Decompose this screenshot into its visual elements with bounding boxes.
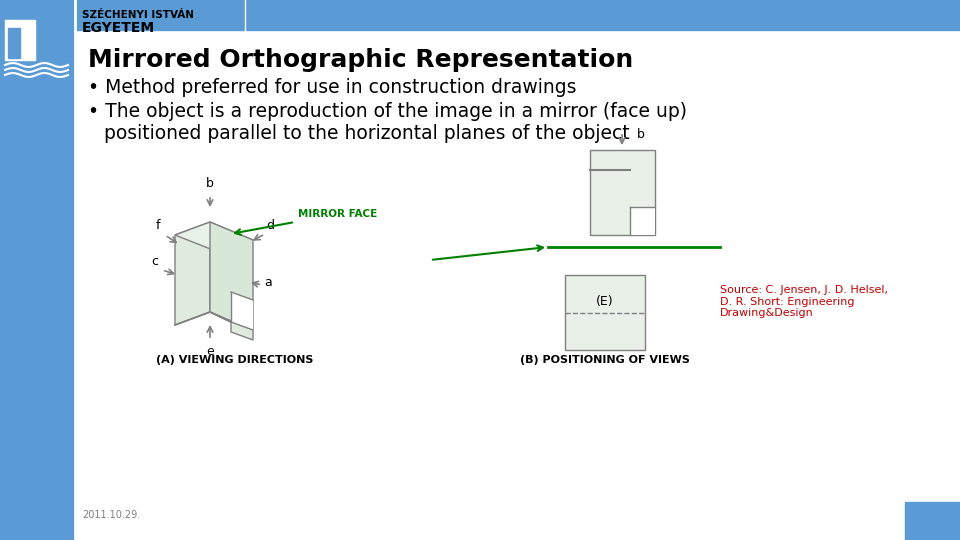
Polygon shape bbox=[175, 222, 210, 325]
Polygon shape bbox=[590, 150, 655, 235]
Polygon shape bbox=[630, 207, 655, 235]
Text: Source: C. Jensen, J. D. Helsel,
D. R. Short: Engineering
Drawing&Design: Source: C. Jensen, J. D. Helsel, D. R. S… bbox=[720, 285, 888, 318]
Text: SZÉCHENYI ISTVÁN: SZÉCHENYI ISTVÁN bbox=[82, 10, 194, 20]
Text: d: d bbox=[266, 219, 274, 232]
Text: e: e bbox=[206, 345, 214, 358]
Polygon shape bbox=[210, 222, 253, 330]
Polygon shape bbox=[210, 312, 253, 340]
Bar bbox=[905, 502, 960, 540]
Text: positioned parallel to the horizontal planes of the object: positioned parallel to the horizontal pl… bbox=[104, 124, 630, 143]
Text: b: b bbox=[206, 177, 214, 190]
Text: 2011.10.29.: 2011.10.29. bbox=[82, 510, 140, 520]
Text: b: b bbox=[637, 129, 645, 141]
Polygon shape bbox=[231, 292, 253, 330]
Text: f: f bbox=[156, 219, 160, 232]
Text: (E): (E) bbox=[596, 294, 613, 307]
Polygon shape bbox=[175, 222, 253, 252]
Bar bbox=[5, 20, 35, 60]
Polygon shape bbox=[565, 275, 645, 350]
Text: • The object is a reproduction of the image in a mirror (face up): • The object is a reproduction of the im… bbox=[88, 102, 687, 121]
Bar bbox=[0, 0, 75, 80]
Bar bbox=[0, 0, 75, 540]
Bar bbox=[75, 0, 960, 30]
Text: (A) VIEWING DIRECTIONS: (A) VIEWING DIRECTIONS bbox=[156, 355, 314, 365]
Text: (B) POSITIONING OF VIEWS: (B) POSITIONING OF VIEWS bbox=[520, 355, 690, 365]
Bar bbox=[8, 28, 20, 58]
Text: c: c bbox=[152, 255, 158, 268]
Text: • Method preferred for use in construction drawings: • Method preferred for use in constructi… bbox=[88, 78, 577, 97]
Text: MIRROR FACE: MIRROR FACE bbox=[298, 209, 377, 219]
Text: EGYETEM: EGYETEM bbox=[82, 21, 156, 35]
Text: a: a bbox=[264, 276, 272, 289]
Text: Mirrored Orthographic Representation: Mirrored Orthographic Representation bbox=[88, 48, 634, 72]
